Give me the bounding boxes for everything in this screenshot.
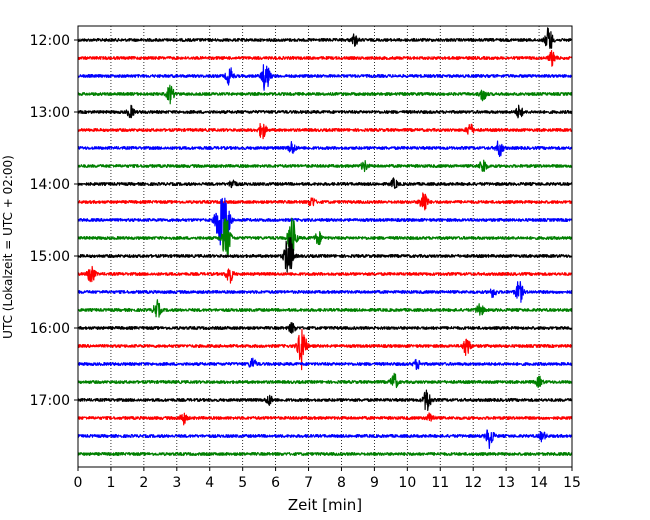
- seismic-trace: [77, 159, 573, 173]
- x-tick-label: 10: [398, 475, 416, 491]
- seismic-trace: [77, 27, 573, 50]
- seismic-trace: [77, 84, 573, 105]
- seismic-trace: [77, 217, 573, 260]
- seismic-trace: [77, 328, 573, 371]
- seismic-trace: [77, 265, 573, 284]
- seismic-trace: [77, 104, 573, 119]
- seismic-trace: [77, 322, 573, 334]
- seismic-trace: [77, 372, 573, 389]
- y-axis-label: UTC (Lokalzeit = UTC + 02:00): [1, 155, 15, 339]
- y-tick-label: 17:00: [30, 393, 70, 409]
- seismic-trace: [77, 49, 573, 67]
- seismic-trace: [77, 357, 573, 370]
- x-tick-label: 0: [74, 475, 83, 491]
- x-tick-label: 7: [304, 475, 313, 491]
- seismic-trace: [77, 412, 573, 426]
- y-tick-label: 16:00: [30, 321, 70, 337]
- x-axis-label: Zeit [min]: [288, 496, 362, 514]
- seismic-trace: [77, 451, 573, 457]
- x-tick-label: 3: [172, 475, 181, 491]
- x-tick-label: 1: [106, 475, 115, 491]
- y-tick-label: 15:00: [30, 249, 70, 265]
- seismic-trace: [77, 140, 573, 158]
- x-tick-label: 9: [370, 475, 379, 491]
- y-tick-label: 13:00: [30, 105, 70, 121]
- seismic-trace: [77, 122, 573, 140]
- seismic-trace: [77, 389, 573, 411]
- x-tick-label: 14: [530, 475, 548, 491]
- seismic-trace: [77, 192, 573, 211]
- seismic-trace: [77, 64, 573, 91]
- seismic-trace: [77, 299, 573, 318]
- y-axis-ticks: 12:00 13:00 14:00 15:00 16:00 17:00: [30, 33, 78, 409]
- x-tick-label: 13: [497, 475, 515, 491]
- x-tick-label: 15: [563, 475, 581, 491]
- plot-frame: [77, 25, 573, 468]
- x-tick-label: 6: [271, 475, 280, 491]
- y-tick-label: 12:00: [30, 33, 70, 49]
- x-tick-label: 2: [139, 475, 148, 491]
- x-axis-ticks: 0 1 2 3 4 5 6 7 8 9 10 11 12 13 14 15: [74, 467, 581, 491]
- seismic-trace: [77, 177, 573, 190]
- seismic-trace: [77, 429, 573, 450]
- seismic-trace: [77, 237, 573, 273]
- traces-group: [77, 27, 573, 457]
- x-tick-label: 4: [205, 475, 214, 491]
- y-tick-label: 14:00: [30, 177, 70, 193]
- seismic-trace: [77, 197, 573, 246]
- x-tick-label: 12: [464, 475, 482, 491]
- seismic-trace: [77, 280, 573, 303]
- x-tick-label: 5: [238, 475, 247, 491]
- x-tick-label: 11: [431, 475, 449, 491]
- x-tick-label: 8: [337, 475, 346, 491]
